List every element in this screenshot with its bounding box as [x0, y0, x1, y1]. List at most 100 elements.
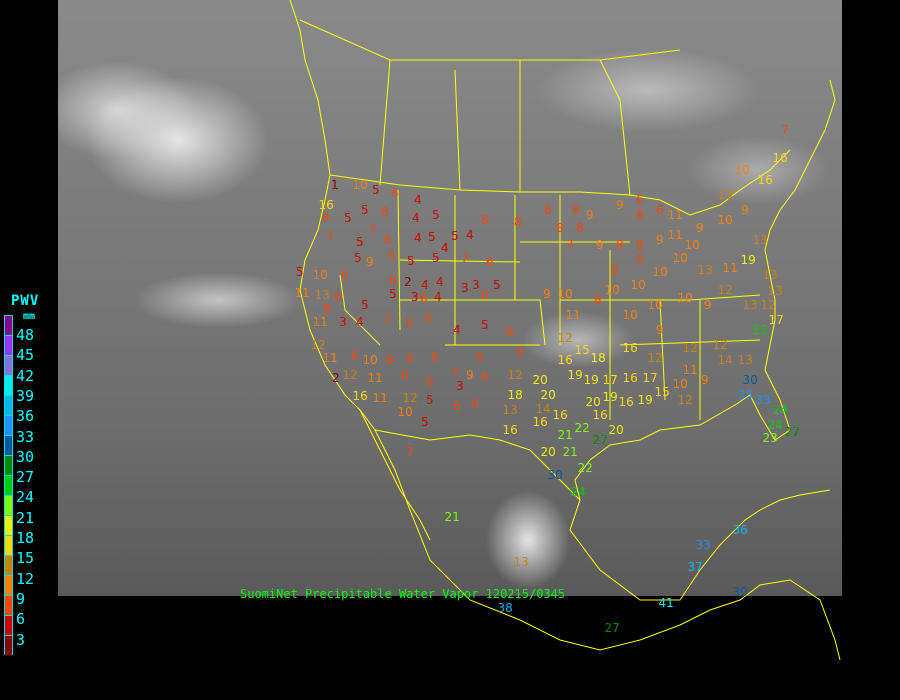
station-pwv-value: 21: [562, 445, 578, 459]
legend-label: 3: [16, 630, 26, 649]
station-pwv-value: 10: [557, 287, 573, 301]
legend-label: 27: [16, 468, 35, 487]
station-pwv-value: 10: [672, 251, 688, 265]
station-pwv-value: 9: [366, 255, 374, 269]
station-pwv-value: 9: [466, 368, 474, 382]
station-pwv-value: 6: [406, 351, 414, 365]
station-pwv-value: 6: [388, 248, 396, 262]
station-pwv-value: 3: [461, 281, 469, 295]
station-pwv-value: 13: [502, 403, 518, 417]
station-pwv-value: 7: [461, 251, 469, 265]
station-pwv-value: 15: [574, 343, 590, 357]
station-pwv-value: 12: [310, 338, 326, 352]
station-pwv-value: 6: [476, 350, 484, 364]
station-pwv-value: 6: [420, 291, 428, 305]
station-pwv-value: 6: [341, 268, 349, 282]
legend-swatch: [4, 455, 13, 475]
legend-swatch: [4, 595, 13, 615]
station-pwv-value: 27: [604, 621, 620, 635]
station-pwv-value: 6: [486, 255, 494, 269]
state-line: [397, 189, 401, 331]
station-pwv-value: 6: [481, 288, 489, 302]
station-pwv-value: 7: [566, 238, 574, 252]
station-pwv-value: 20: [608, 423, 624, 437]
station-pwv-value: 33: [737, 388, 753, 402]
station-pwv-value: 6: [424, 311, 432, 325]
station-pwv-value: 16: [532, 415, 548, 429]
station-pwv-value: 5: [344, 211, 352, 225]
station-pwv-value: 16: [552, 408, 568, 422]
station-pwv-value: 7: [451, 366, 459, 380]
station-pwv-value: 22: [577, 461, 593, 475]
station-pwv-value: 10: [630, 278, 646, 292]
station-pwv-value: 6: [389, 273, 397, 287]
legend-label: 12: [16, 569, 35, 588]
station-pwv-value: 12: [402, 391, 418, 405]
station-pwv-value: 7: [326, 230, 334, 244]
station-pwv-value: 9: [616, 198, 624, 212]
legend-label: 48: [16, 326, 35, 344]
station-pwv-value: 4: [414, 231, 422, 245]
station-pwv-value: 8: [381, 205, 389, 219]
station-pwv-value: 41: [658, 596, 674, 610]
station-pwv-value: 13: [717, 188, 733, 202]
station-pwv-value: 7: [406, 445, 414, 459]
station-pwv-value: 11: [294, 286, 310, 300]
station-pwv-value: 3: [339, 315, 347, 329]
station-pwv-value: 20: [532, 373, 548, 387]
station-pwv-value: 6: [506, 325, 514, 339]
station-pwv-value: 5: [421, 415, 429, 429]
legend-label: 24: [16, 488, 35, 507]
station-pwv-value: 10: [684, 238, 700, 252]
station-pwv-value: 8: [386, 353, 394, 367]
station-pwv-value: 24: [570, 485, 586, 499]
station-pwv-value: 12: [682, 341, 698, 355]
station-pwv-value: 20: [540, 388, 556, 402]
station-pwv-value: 17: [642, 371, 658, 385]
station-pwv-value: 11: [372, 391, 388, 405]
station-pwv-value: 8: [322, 211, 330, 225]
station-pwv-value: 10: [652, 265, 668, 279]
station-pwv-value: 11: [367, 371, 383, 385]
baja: [359, 409, 431, 541]
legend-swatch: [4, 475, 13, 495]
state-line: [619, 339, 761, 346]
station-pwv-value: 7: [384, 313, 392, 327]
station-pwv-value: 5: [428, 230, 436, 244]
station-pwv-value: 11: [667, 208, 683, 222]
station-pwv-value: 3: [472, 278, 480, 292]
station-pwv-value: 16: [622, 341, 638, 355]
station-pwv-value: 6: [426, 375, 434, 389]
station-pwv-value: 3: [456, 379, 464, 393]
station-pwv-value: 24: [767, 418, 783, 432]
station-pwv-value: 13: [767, 284, 783, 298]
legend-label: 6: [16, 610, 26, 629]
station-pwv-value: 12: [712, 338, 728, 352]
station-pwv-value: 27: [592, 433, 608, 447]
station-pwv-value: 9: [656, 323, 664, 337]
mexico-border: [374, 429, 581, 501]
station-pwv-value: 6: [453, 399, 461, 413]
station-pwv-value: 11: [565, 308, 581, 322]
station-pwv-value: 10: [622, 308, 638, 322]
station-pwv-value: 6: [431, 350, 439, 364]
legend-swatch: [4, 415, 13, 435]
station-pwv-value: 6: [516, 345, 524, 359]
station-pwv-value: 16: [757, 173, 773, 187]
station-pwv-value: 14: [535, 402, 551, 416]
station-pwv-value: 5: [493, 278, 501, 292]
station-pwv-value: 24: [772, 403, 788, 417]
station-pwv-value: 5: [451, 229, 459, 243]
legend-title: PWV: [11, 293, 40, 309]
station-pwv-value: 19: [583, 373, 599, 387]
station-pwv-value: 10: [677, 291, 693, 305]
state-line: [659, 299, 666, 401]
station-pwv-value: 13: [513, 555, 529, 569]
station-pwv-value: 6: [401, 368, 409, 382]
station-pwv-value: 10: [734, 163, 750, 177]
legend-label: 33: [16, 427, 35, 446]
station-pwv-value: 33: [755, 393, 771, 407]
station-pwv-value: 13: [752, 233, 768, 247]
station-pwv-value: 16: [618, 395, 634, 409]
